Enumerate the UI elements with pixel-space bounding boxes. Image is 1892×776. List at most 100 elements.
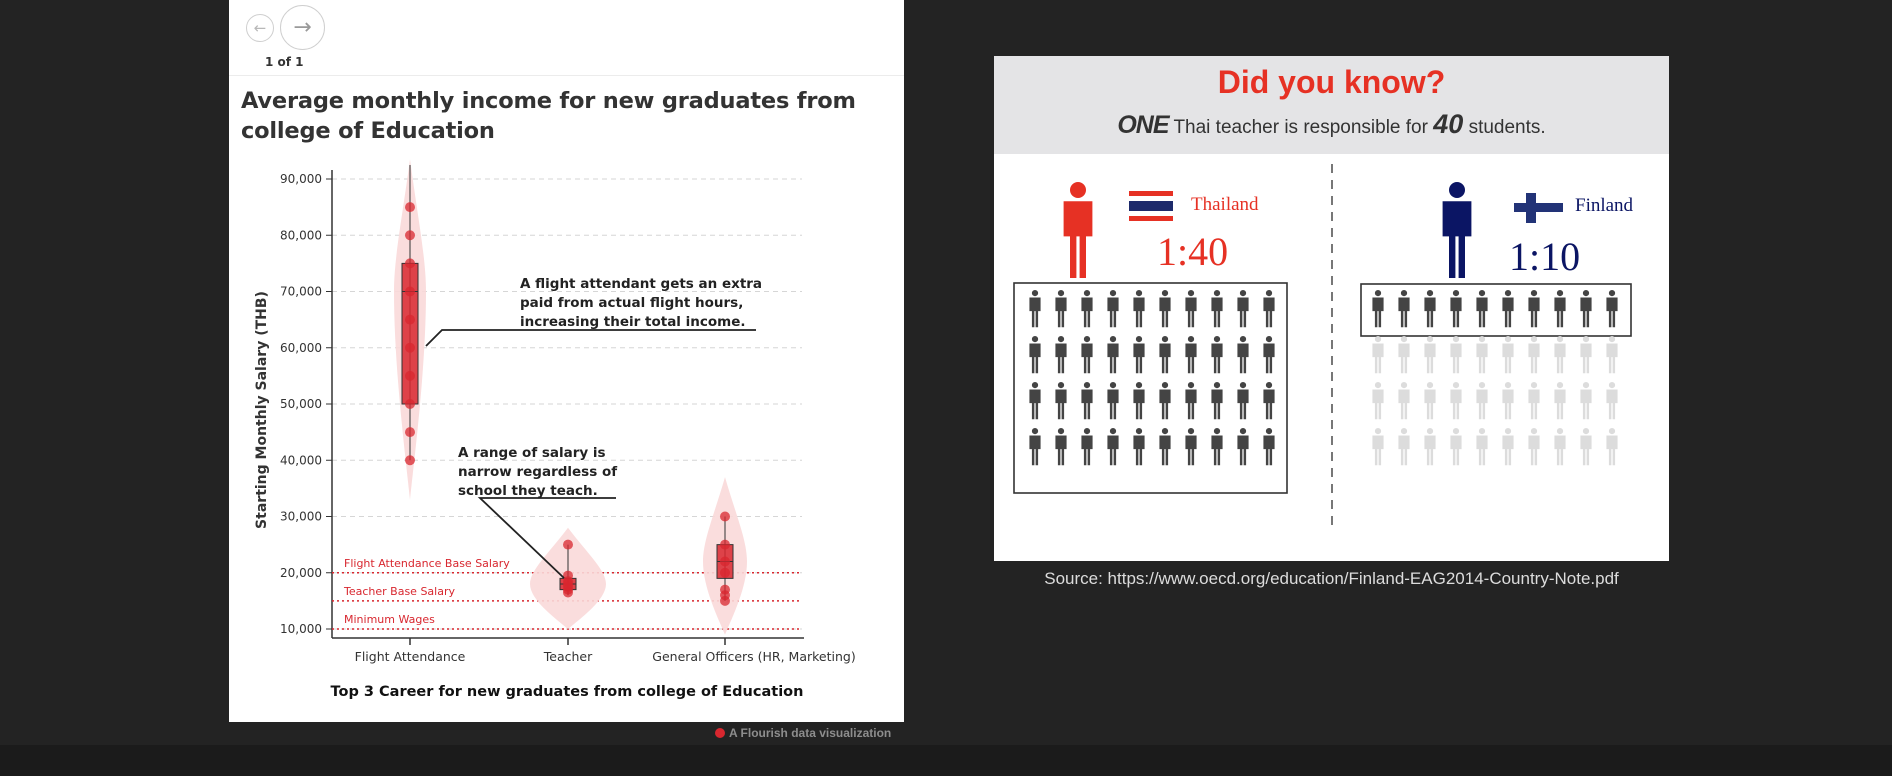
person-head <box>1161 290 1169 297</box>
student-icon <box>1450 290 1462 328</box>
annotation-text: school they teach. <box>458 483 598 499</box>
person-body <box>1081 297 1093 328</box>
person-body <box>1450 297 1462 328</box>
thailand-label: Thailand <box>1191 194 1259 215</box>
panel-divider <box>229 75 904 76</box>
person-body <box>1159 297 1171 328</box>
person-body <box>1185 389 1197 420</box>
student-icon <box>1107 428 1119 466</box>
person-head <box>1031 428 1039 435</box>
flourish-credit-link[interactable]: A Flourish data visualization <box>715 726 891 740</box>
person-head <box>1109 336 1117 343</box>
person-body <box>1133 389 1145 420</box>
person-head <box>1374 290 1382 297</box>
person-head <box>1530 382 1538 389</box>
person-head <box>1265 382 1273 389</box>
person-body <box>1606 297 1618 328</box>
student-icon <box>1554 290 1566 328</box>
person-body <box>1107 297 1119 328</box>
student-icon <box>1237 382 1249 420</box>
data-point <box>720 511 730 522</box>
person-head <box>1083 428 1091 435</box>
flag-stripe <box>1129 216 1173 221</box>
student-icon <box>1502 336 1514 374</box>
person-body <box>1580 343 1592 374</box>
person-body <box>1580 435 1592 466</box>
finland-label: Finland <box>1575 195 1634 216</box>
person-head <box>1265 428 1273 435</box>
thailand-ratio: 1:40 <box>1157 229 1229 274</box>
person-body <box>1263 389 1275 420</box>
person-head <box>1426 290 1434 297</box>
person-body <box>1159 389 1171 420</box>
annotation-text: increasing their total income. <box>520 314 746 330</box>
next-slide-button[interactable]: → <box>280 5 325 50</box>
student-icon <box>1211 290 1223 328</box>
person-body <box>1029 297 1041 328</box>
person-body <box>1237 343 1249 374</box>
person-head <box>1265 336 1273 343</box>
person-body <box>1133 435 1145 466</box>
student-icon <box>1159 428 1171 466</box>
previous-slide-button[interactable]: ← <box>246 14 274 42</box>
person-body <box>1424 435 1436 466</box>
flag-stripe <box>1129 201 1173 211</box>
person-head <box>1582 290 1590 297</box>
person-head <box>1582 382 1590 389</box>
student-icon <box>1528 382 1540 420</box>
student-icon <box>1263 290 1275 328</box>
y-tick-label: 50,000 <box>280 397 322 411</box>
person-body <box>1398 297 1410 328</box>
person-head <box>1109 382 1117 389</box>
person-head <box>1135 290 1143 297</box>
data-point <box>405 314 415 325</box>
salary-chart: 10,000 20,000 30,000 40,000 50,000 60,000 70,0… <box>254 159 856 700</box>
student-icon <box>1372 382 1384 420</box>
person-body <box>1580 389 1592 420</box>
person-body <box>1476 297 1488 328</box>
person-body <box>1107 389 1119 420</box>
person-body <box>1442 201 1472 278</box>
student-icon <box>1606 336 1618 374</box>
person-body <box>1185 297 1197 328</box>
annotation-text: A flight attendant gets an extra <box>520 276 762 292</box>
person-head <box>1556 382 1564 389</box>
person-body <box>1580 297 1592 328</box>
person-head <box>1187 290 1195 297</box>
student-icon <box>1502 428 1514 466</box>
person-body <box>1606 343 1618 374</box>
person-head <box>1400 336 1408 343</box>
person-head <box>1031 336 1039 343</box>
data-point <box>405 455 415 466</box>
student-icon <box>1554 382 1566 420</box>
data-point <box>405 230 415 241</box>
person-body <box>1237 389 1249 420</box>
person-head <box>1070 182 1086 198</box>
student-icon <box>1159 336 1171 374</box>
person-body <box>1450 343 1462 374</box>
person-head <box>1608 336 1616 343</box>
person-head <box>1135 428 1143 435</box>
person-head <box>1031 290 1039 297</box>
person-head <box>1478 382 1486 389</box>
data-point <box>405 258 415 269</box>
person-body <box>1107 343 1119 374</box>
sub-num: 40 <box>1433 109 1464 139</box>
student-icon <box>1263 336 1275 374</box>
person-head <box>1374 382 1382 389</box>
data-point <box>405 202 415 213</box>
student-icon <box>1502 290 1514 328</box>
student-icon <box>1029 336 1041 374</box>
person-body <box>1372 435 1384 466</box>
person-body <box>1606 435 1618 466</box>
student-icon <box>1372 428 1384 466</box>
person-body <box>1029 435 1041 466</box>
person-head <box>1582 428 1590 435</box>
person-body <box>1185 435 1197 466</box>
person-head <box>1504 290 1512 297</box>
student-icon <box>1081 336 1093 374</box>
person-head <box>1374 428 1382 435</box>
person-body <box>1502 297 1514 328</box>
student-icon <box>1476 428 1488 466</box>
person-body <box>1528 435 1540 466</box>
